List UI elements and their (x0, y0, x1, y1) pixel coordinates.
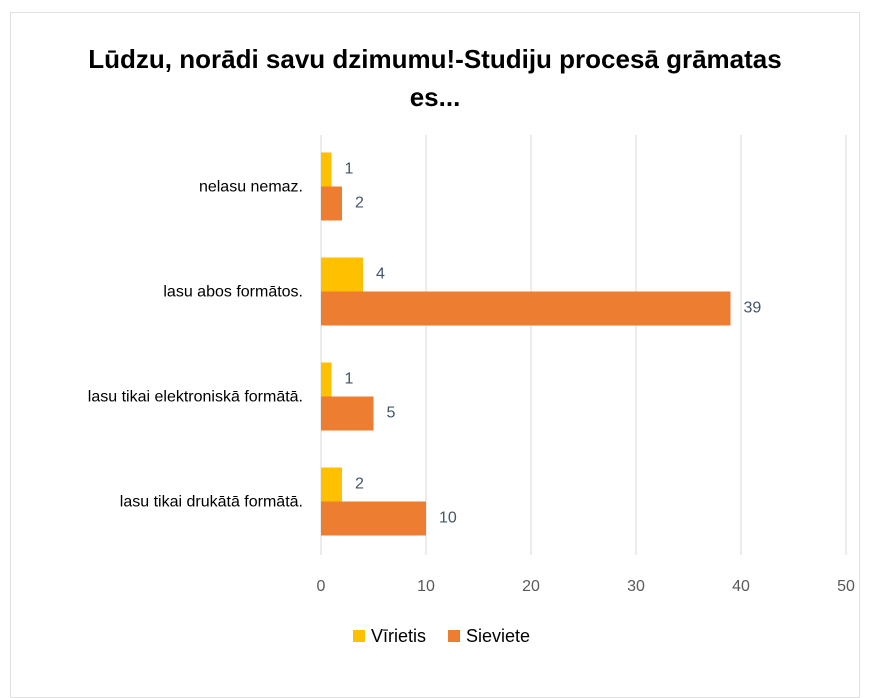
bar (321, 291, 731, 326)
legend-label: Sieviete (466, 626, 530, 646)
x-tick-label: 0 (317, 578, 326, 595)
data-label: 4 (376, 266, 385, 283)
legend-swatch (448, 630, 461, 642)
data-label: 10 (439, 510, 457, 527)
bar (321, 467, 342, 502)
data-label: 39 (744, 300, 762, 317)
data-label: 5 (387, 405, 396, 422)
bar (321, 396, 374, 431)
bar (321, 362, 332, 397)
data-label: 1 (345, 371, 354, 388)
x-tick-label: 20 (522, 578, 540, 595)
bar (321, 501, 426, 536)
x-tick-label: 10 (417, 578, 435, 595)
data-label: 2 (355, 195, 364, 212)
y-tick-label: lasu tikai elektroniskā formātā. (88, 389, 303, 406)
chart-border (10, 12, 860, 698)
bar (321, 257, 363, 292)
bar (321, 186, 342, 221)
x-tick-label: 40 (732, 578, 750, 595)
x-tick-label: 30 (627, 578, 645, 595)
data-label: 1 (345, 161, 354, 178)
legend-label: Vīrietis (371, 626, 426, 646)
y-tick-label: lasu abos formātos. (163, 284, 303, 301)
bar (321, 152, 332, 187)
data-label: 2 (355, 476, 364, 493)
y-tick-label: lasu tikai drukātā formātā. (120, 494, 303, 511)
y-tick-label: nelasu nemaz. (199, 179, 303, 196)
legend-swatch (353, 630, 365, 642)
x-tick-label: 50 (837, 578, 855, 595)
chart-title: Lūdzu, norādi savu dzimumu!-Studiju proc… (88, 44, 782, 112)
